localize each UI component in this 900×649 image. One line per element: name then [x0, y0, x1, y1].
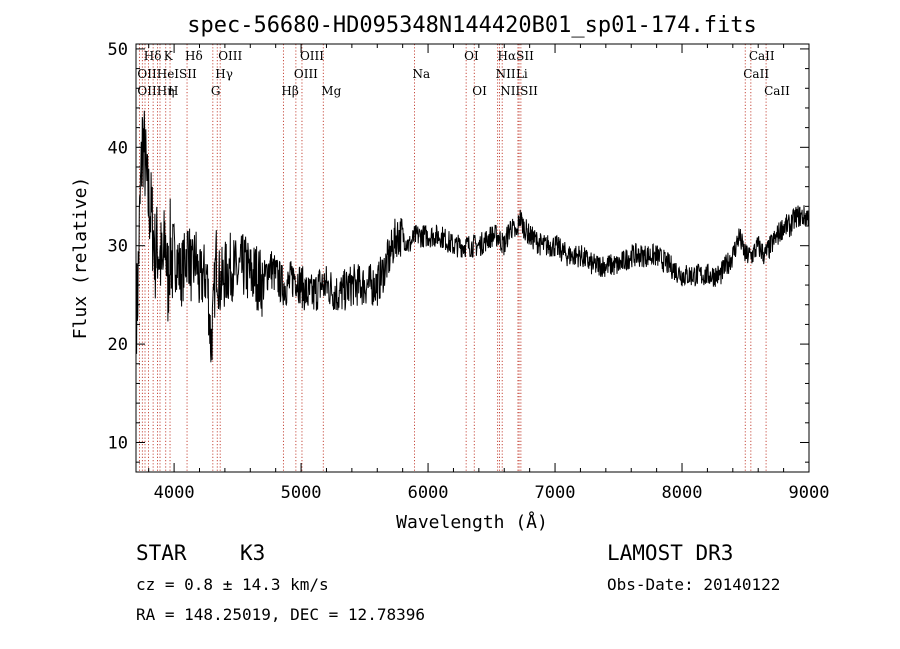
y-tick-label: 50 — [108, 40, 128, 60]
x-tick-label: 8000 — [662, 483, 703, 503]
line-label: OIII — [294, 67, 318, 81]
line-label: Mg — [321, 84, 341, 98]
sky-coordinates: RA = 148.25019, DEC = 12.78396 — [136, 605, 425, 624]
line-label: OIIHη — [137, 84, 174, 98]
redshift-velocity: cz = 0.8 ± 14.3 km/s — [136, 575, 329, 594]
plot-frame — [135, 43, 810, 473]
y-tick-label: 10 — [108, 433, 128, 453]
line-label: NIISII — [500, 84, 538, 98]
y-axis-label: Flux (relative) — [70, 177, 91, 340]
line-label: Hγ — [215, 67, 233, 81]
line-label: G — [211, 84, 221, 98]
line-label: OIII — [300, 49, 324, 63]
survey-name: LAMOST DR3 — [607, 541, 733, 565]
spectrum-series — [136, 110, 810, 363]
x-tick-label: 6000 — [408, 483, 449, 503]
line-label: Hδ — [144, 49, 162, 63]
line-label: OI — [472, 84, 487, 98]
object-subclass: K3 — [240, 541, 265, 565]
y-tick-label: 20 — [108, 335, 128, 355]
line-label: HαSII — [498, 49, 535, 63]
object-class: STAR — [136, 541, 187, 565]
x-tick-label: 7000 — [535, 483, 576, 503]
line-label: CaII — [764, 84, 790, 98]
y-tick-label: 30 — [108, 237, 128, 257]
line-label: Li — [516, 67, 528, 81]
line-label: K — [164, 49, 174, 63]
y-axis: 10 20 30 40 50 — [108, 40, 809, 463]
line-label: CaII — [749, 49, 775, 63]
spectrum-line — [136, 110, 810, 363]
line-label: Hβ — [281, 84, 298, 98]
line-label: CaII — [743, 67, 769, 81]
spectral-line-markers — [138, 44, 767, 472]
line-label: OI — [464, 49, 479, 63]
line-label: NII — [496, 67, 516, 81]
x-axis: 4000 5000 6000 7000 8000 9000 — [148, 44, 830, 503]
line-label: OIII — [218, 49, 242, 63]
chart-title: spec-56680-HD095348N144420B01_sp01-174.f… — [187, 13, 757, 38]
observation-date: Obs-Date: 20140122 — [607, 575, 780, 594]
x-axis-label: Wavelength (Å) — [396, 511, 548, 533]
x-tick-label: 5000 — [281, 483, 322, 503]
line-label: Na — [412, 67, 430, 81]
line-label: Hδ — [185, 49, 203, 63]
x-tick-label: 9000 — [789, 483, 830, 503]
line-label: OIIHeISII — [137, 67, 197, 81]
line-label: H — [168, 84, 178, 98]
x-tick-label: 4000 — [154, 483, 195, 503]
y-tick-label: 40 — [108, 138, 128, 158]
